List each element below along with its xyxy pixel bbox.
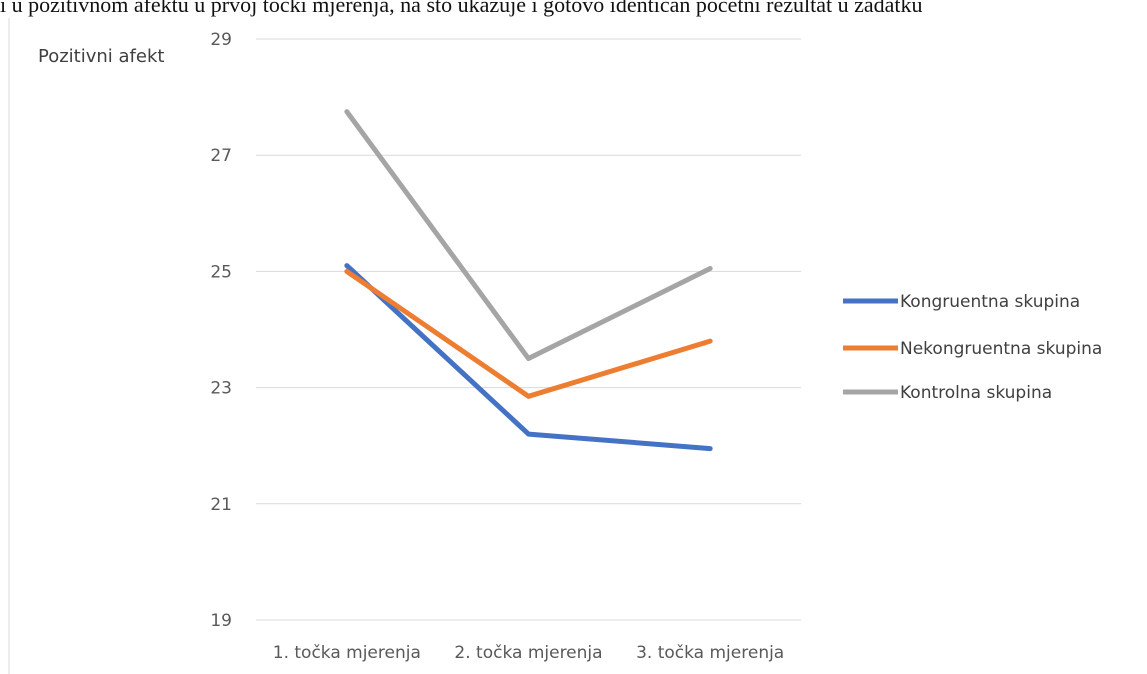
series-line (344, 109, 713, 362)
x-tick-label: 3. točka mjerenja (636, 643, 784, 663)
legend-label: Kontrolna skupina (900, 383, 1052, 403)
legend: Kongruentna skupina Nekongruentna skupina… (843, 292, 1102, 403)
series-lines (344, 109, 713, 452)
legend-label: Nekongruentna skupina (900, 339, 1102, 359)
y-tick-label: 21 (210, 495, 232, 515)
series-line (344, 268, 713, 399)
y-tick-label: 27 (210, 146, 232, 166)
y-axis-title: Pozitivni afekt (38, 46, 164, 67)
y-tick-labels: 19 21 23 25 27 29 (210, 30, 232, 631)
x-tick-label: 2. točka mjerenja (454, 643, 602, 663)
y-tick-label: 19 (210, 611, 232, 631)
cropped-body-text: i u pozitivnom afektu u prvoj točki mjer… (0, 0, 923, 17)
y-tick-label: 23 (210, 379, 232, 399)
legend-label: Kongruentna skupina (900, 292, 1080, 312)
y-tick-label: 25 (210, 262, 232, 282)
gridlines (256, 38, 801, 621)
x-tick-label: 1. točka mjerenja (273, 643, 421, 663)
y-tick-label: 29 (210, 30, 232, 50)
x-tick-labels: 1. točka mjerenja 2. točka mjerenja 3. toč… (273, 643, 784, 663)
